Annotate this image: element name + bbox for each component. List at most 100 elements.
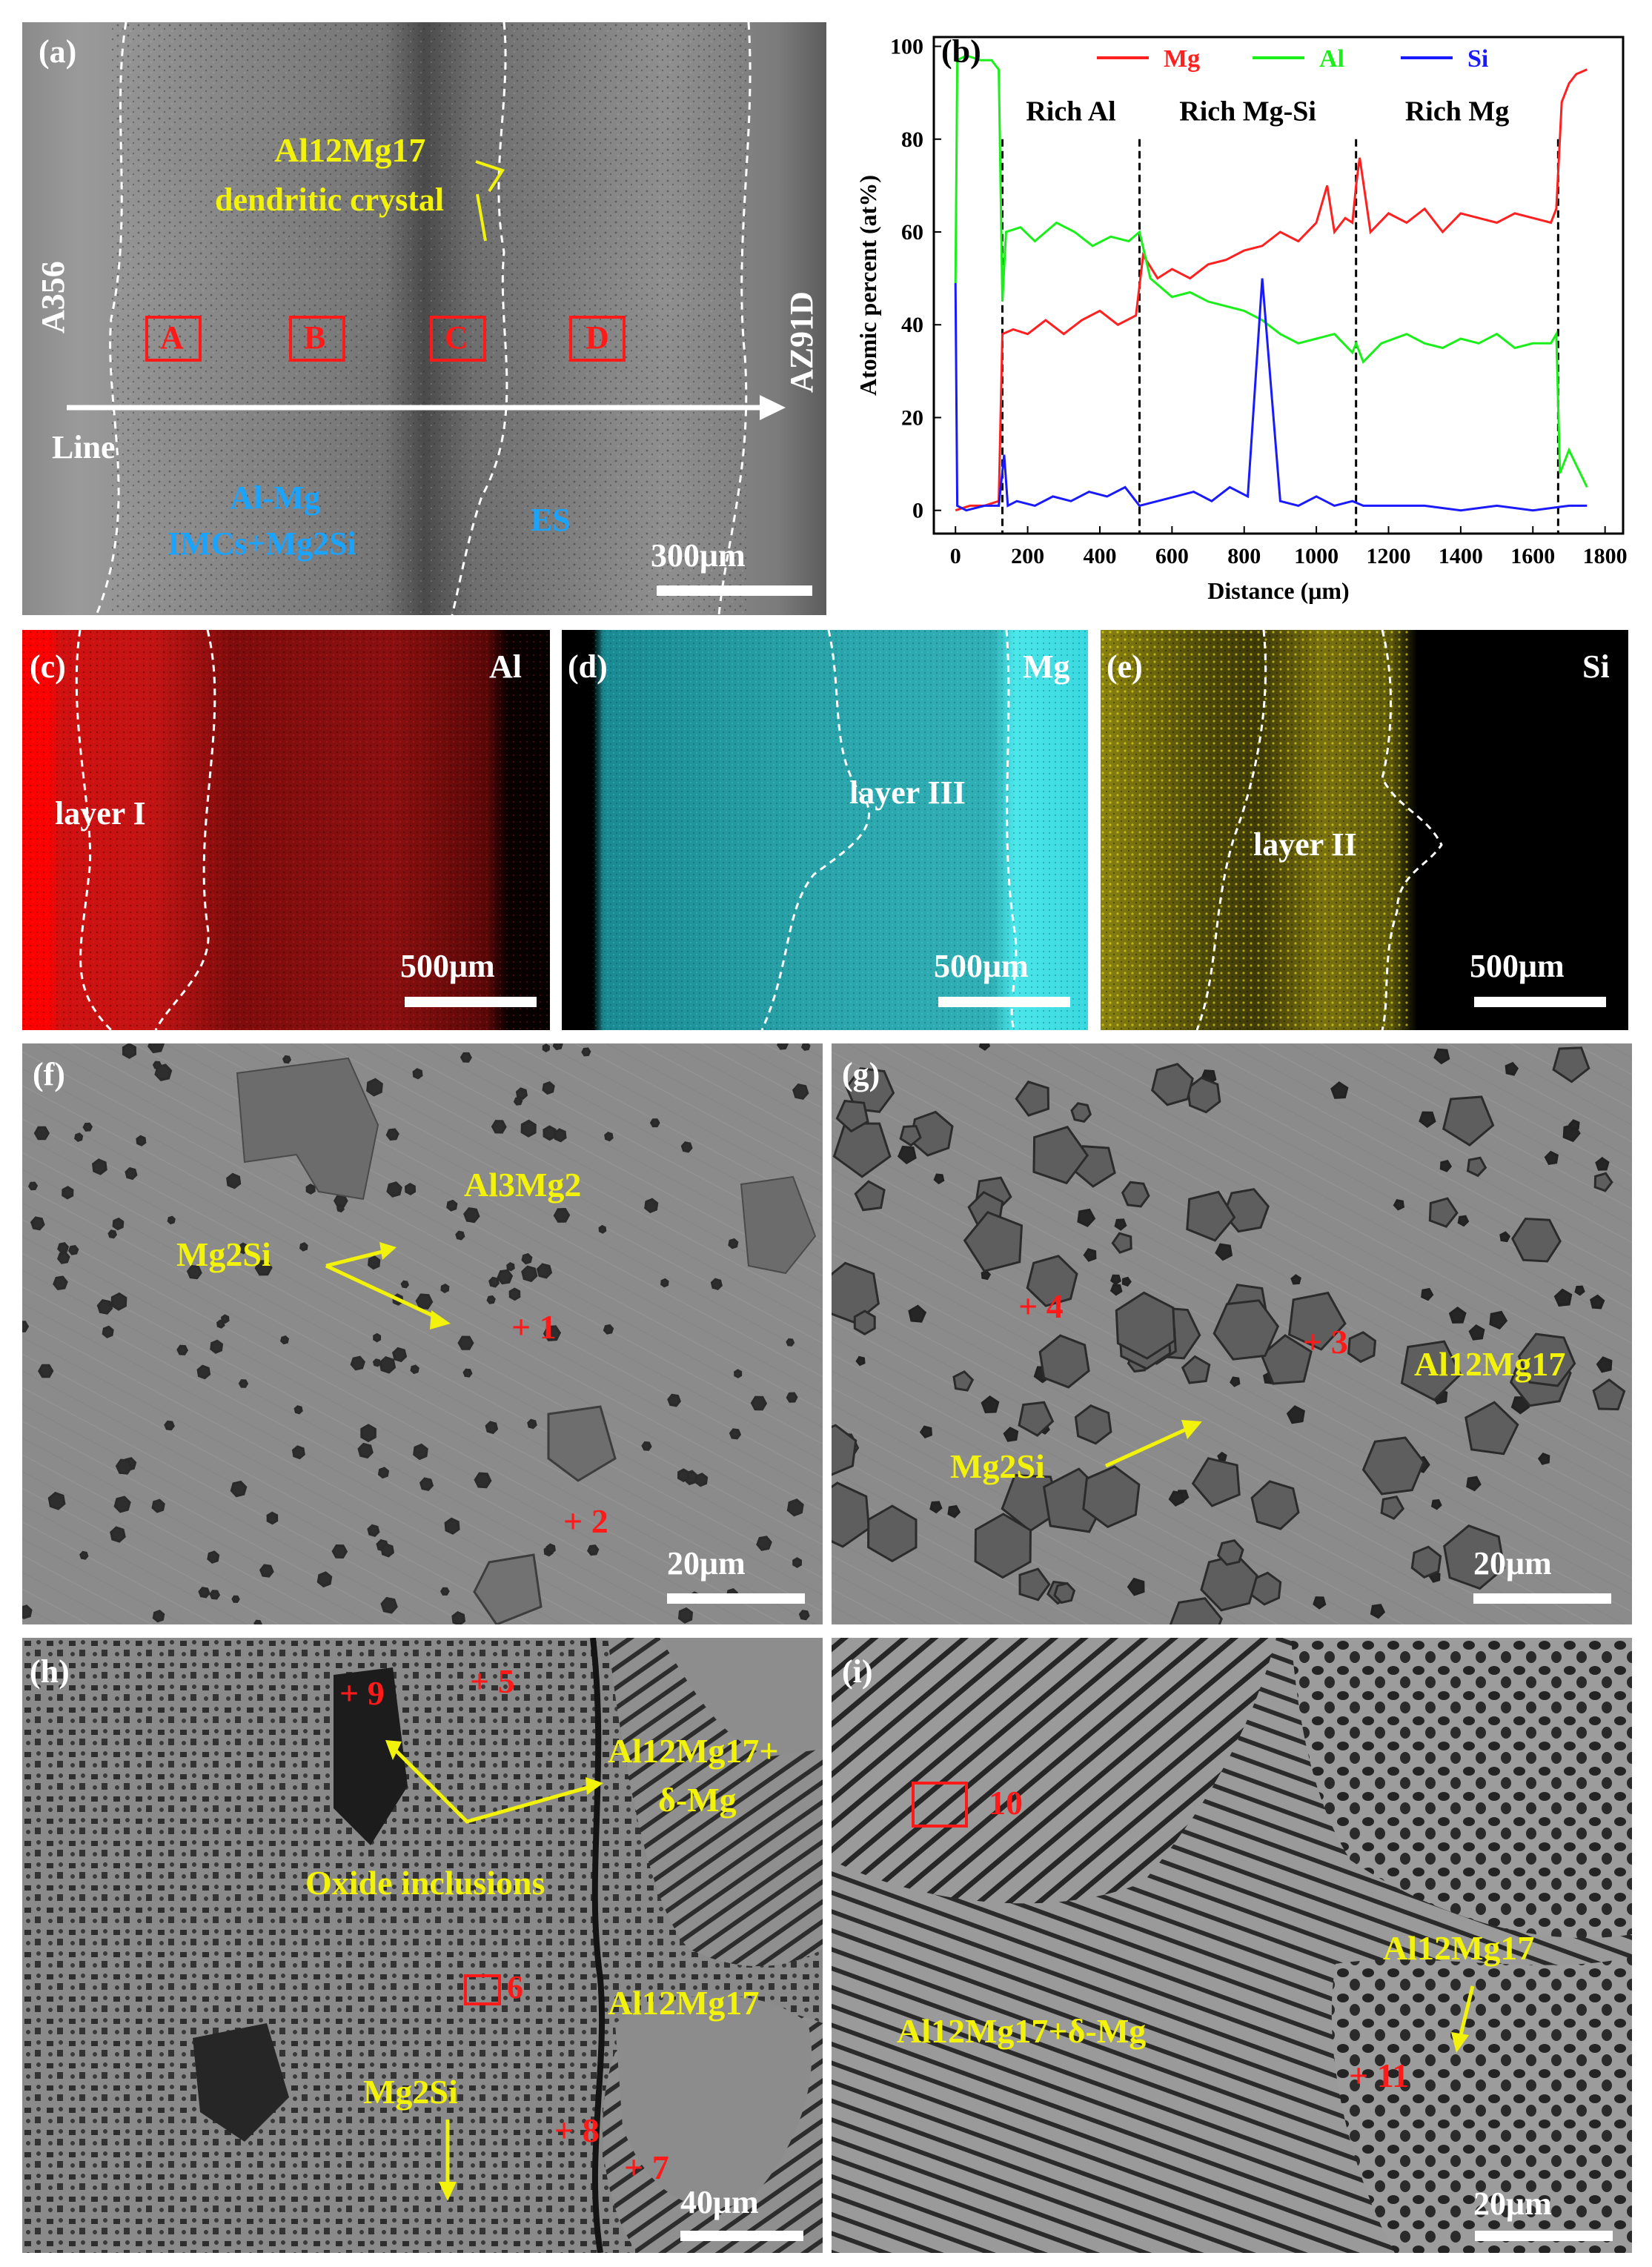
particle: [508, 1287, 521, 1301]
particle: [125, 1166, 138, 1181]
particle: [22, 1321, 30, 1332]
particle: [1074, 1404, 1112, 1445]
particle: [1313, 1596, 1327, 1610]
particle: [360, 1424, 376, 1443]
particle: [253, 1619, 262, 1624]
particle: [113, 1496, 131, 1513]
particle: [1127, 1577, 1145, 1596]
particle: [82, 1122, 93, 1132]
panel-h-point-5: + 5: [470, 1662, 515, 1700]
panel-h-scale-text: 40μm: [680, 2184, 759, 2220]
particle: [777, 1043, 789, 1050]
particle: [845, 1067, 895, 1113]
particle: [316, 1571, 333, 1588]
panel-i-phase-main: Al12Mg17: [1383, 1929, 1535, 1967]
particle: [413, 1443, 428, 1461]
particle: [543, 1125, 557, 1141]
particle: [485, 1421, 499, 1435]
particle: [1181, 1355, 1211, 1384]
particle: [377, 1467, 390, 1479]
particle: [1464, 1401, 1519, 1456]
x-tick-label: 400: [1083, 544, 1116, 568]
particle: [110, 1292, 127, 1311]
particle: [167, 1215, 176, 1225]
panel-g-micrograph: [832, 1043, 1632, 1624]
particle: [176, 1344, 189, 1355]
particle: [1439, 1159, 1453, 1172]
particle: [386, 1181, 402, 1198]
particle: [56, 1251, 70, 1264]
particle: [1026, 1255, 1078, 1307]
particle: [1393, 1199, 1405, 1211]
panel-e: (e) Si layer II 500μm: [1101, 630, 1628, 1030]
particle: [410, 1364, 419, 1375]
particle: [1215, 1243, 1233, 1261]
particle: [462, 1368, 473, 1378]
particle: [1169, 1597, 1223, 1624]
particle: [221, 1314, 230, 1324]
particle: [380, 1543, 395, 1558]
particle: [1114, 1218, 1127, 1231]
particle: [460, 1052, 472, 1063]
particle: [929, 1501, 943, 1514]
particle: [1260, 1334, 1313, 1385]
particle: [1457, 1215, 1470, 1227]
plot-frame: [932, 36, 1625, 535]
particle: [1168, 1490, 1185, 1507]
particle: [336, 1204, 345, 1213]
particle: [38, 1364, 54, 1378]
particle: [27, 1181, 39, 1191]
particle: [259, 1564, 274, 1578]
particle: [1347, 1331, 1377, 1364]
legend-label-al: Al: [1319, 45, 1344, 73]
particle: [463, 1206, 480, 1224]
particle: [415, 1293, 434, 1310]
particle: [440, 1283, 450, 1294]
x-tick-label: 600: [1155, 544, 1189, 568]
particle: [446, 1199, 458, 1212]
line-label: Line: [52, 429, 116, 465]
particle: [786, 1392, 798, 1403]
particle: [513, 1097, 523, 1106]
particle: [1499, 1231, 1511, 1243]
panel-i-box-label: 10: [989, 1784, 1023, 1822]
particle: [92, 1158, 107, 1175]
imc-label-line2: IMCs+Mg2Si: [167, 525, 356, 562]
particle: [1419, 1111, 1436, 1128]
box-label-c: C: [445, 319, 468, 356]
dendrite-label-line1: Al12Mg17: [274, 131, 426, 169]
particle: [542, 1081, 555, 1095]
particle: [710, 1278, 723, 1290]
panel-d-scale-bar: [938, 997, 1070, 1007]
y-tick-label: 20: [901, 405, 923, 430]
y-tick-label: 0: [912, 499, 923, 523]
particle: [152, 1609, 165, 1623]
particle: [527, 1418, 537, 1430]
panel-a-label: (a): [39, 33, 77, 70]
panel-h-phase-main: Al12Mg17: [608, 1984, 760, 2022]
particle: [419, 1477, 434, 1492]
particle: [457, 1335, 474, 1350]
particle: [1110, 1274, 1122, 1286]
particle: [1121, 1276, 1132, 1287]
y-axis-label: Atomic percent (at%): [855, 175, 881, 396]
particle: [372, 1358, 382, 1367]
panel-h-point-7: + 7: [624, 2148, 669, 2186]
particle: [1186, 1190, 1236, 1242]
particle: [1448, 1307, 1467, 1324]
particle: [226, 1172, 242, 1189]
particle: [728, 1238, 739, 1249]
particle: [151, 1498, 165, 1513]
particle: [1433, 1048, 1450, 1065]
particle: [854, 1180, 886, 1212]
particle: [1466, 1156, 1487, 1178]
panel-g-point-3: + 3: [1303, 1323, 1348, 1361]
particle: [750, 1395, 768, 1411]
x-tick-label: 1200: [1367, 544, 1411, 568]
particle: [379, 1356, 397, 1374]
series-line-al: [954, 54, 1588, 488]
particle: [1370, 1604, 1386, 1619]
particle: [1018, 1401, 1055, 1437]
panel-g-scale-text: 20μm: [1473, 1545, 1552, 1581]
particle: [963, 1211, 1024, 1272]
